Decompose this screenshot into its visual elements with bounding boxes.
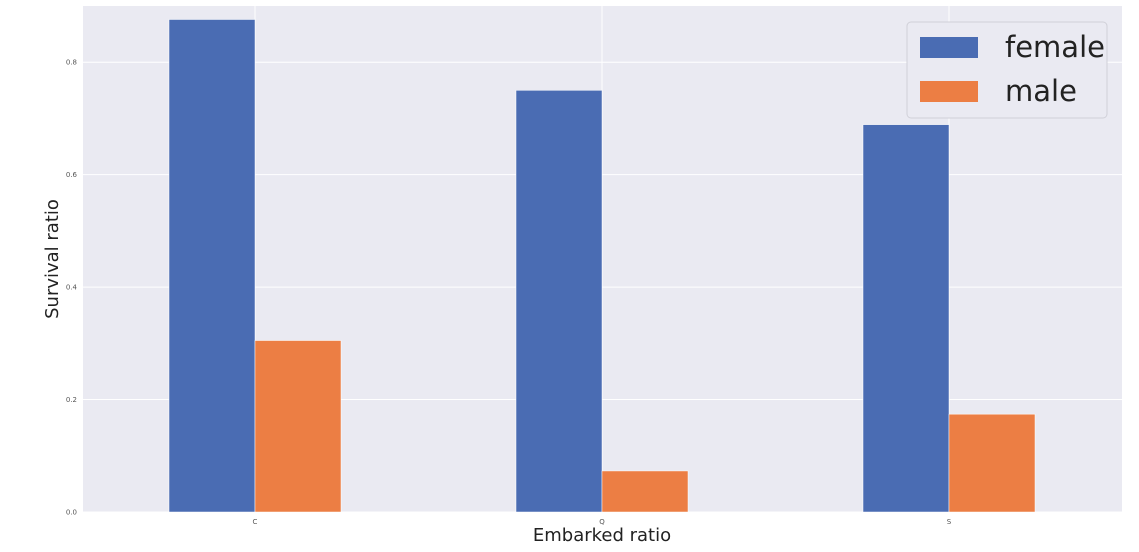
bar-male-C — [254, 340, 342, 513]
bars — [168, 19, 1036, 513]
legend: female male — [906, 21, 1108, 119]
y-tick-label: 0.6 — [66, 171, 78, 179]
x-tick-label: C — [253, 518, 258, 526]
bar-male-Q — [601, 470, 689, 513]
x-tick-label: Q — [599, 518, 605, 526]
x-axis-label: Embarked ratio — [533, 525, 671, 546]
y-tick-label: 0.0 — [66, 509, 77, 517]
bar-female-Q — [515, 90, 603, 513]
y-tick-label: 0.4 — [66, 284, 78, 292]
y-axis-label: Survival ratio — [42, 199, 63, 319]
legend-label-female: female — [1005, 30, 1105, 64]
y-tick-label: 0.8 — [66, 59, 77, 67]
legend-label-male: male — [1005, 74, 1077, 108]
bar-female-C — [168, 19, 256, 513]
y-tick-label: 0.2 — [66, 396, 77, 404]
y-tick-labels: 0.0 0.2 0.4 0.6 0.8 — [66, 59, 78, 517]
bar-female-S — [862, 124, 950, 513]
legend-swatch-female — [920, 37, 978, 58]
x-tick-label: S — [947, 518, 952, 526]
bar-male-S — [948, 413, 1036, 513]
legend-swatch-male — [920, 81, 978, 102]
